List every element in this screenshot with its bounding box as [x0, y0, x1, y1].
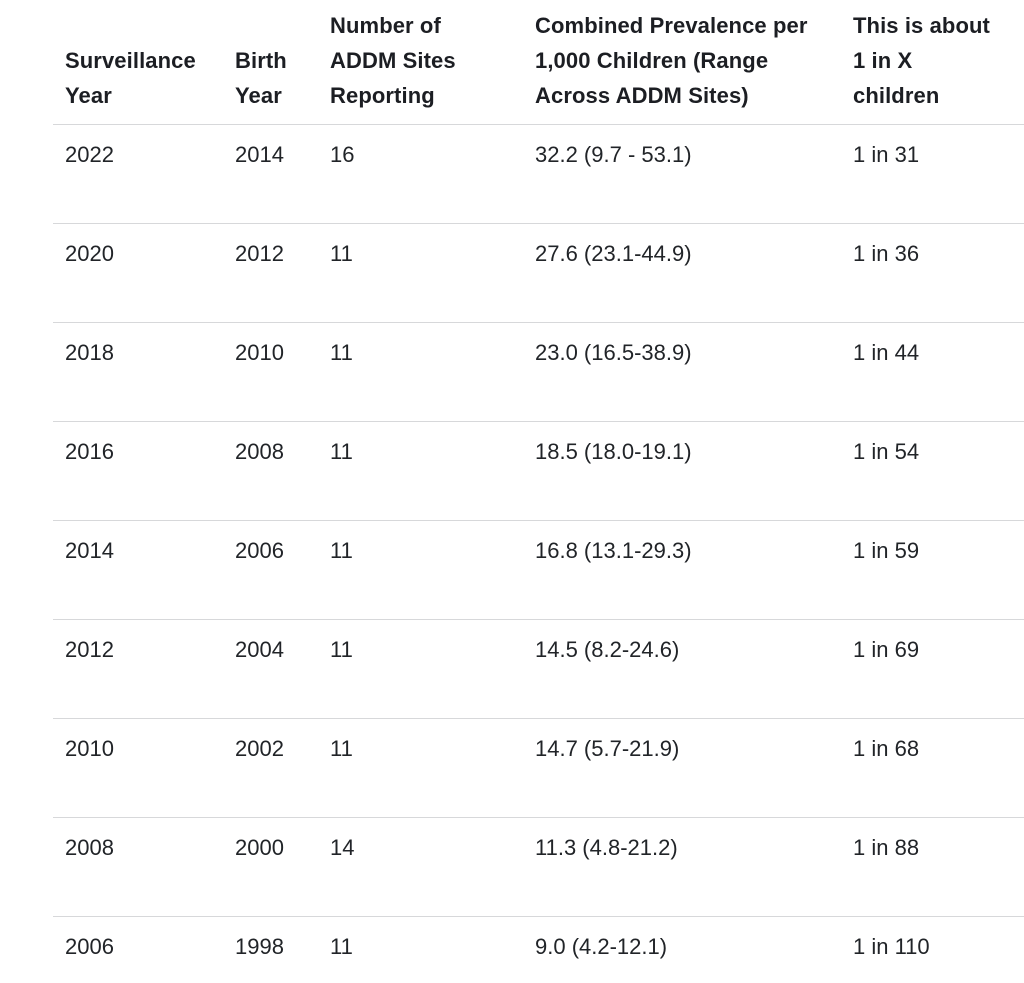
cell-combined-prevalence: 27.6 (23.1-44.9): [523, 223, 841, 323]
cell-surveillance-year: 2006: [53, 916, 223, 983]
cell-one-in-x: 1 in 44: [841, 322, 1024, 422]
cell-surveillance-year: 2014: [53, 520, 223, 620]
cell-sites-reporting: 11: [318, 916, 523, 983]
table-row: 2018 2010 11 23.0 (16.5-38.9) 1 in 44: [53, 322, 1024, 422]
column-header-combined-prevalence: Combined Prevalence per 1,000 Children (…: [523, 0, 841, 125]
cell-surveillance-year: 2022: [53, 124, 223, 224]
cell-one-in-x: 1 in 59: [841, 520, 1024, 620]
cell-combined-prevalence: 14.5 (8.2-24.6): [523, 619, 841, 719]
table-row: 2008 2000 14 11.3 (4.8-21.2) 1 in 88: [53, 817, 1024, 917]
cell-surveillance-year: 2020: [53, 223, 223, 323]
column-header-one-in-x: This is about 1 in X children: [841, 0, 1024, 125]
cell-surveillance-year: 2008: [53, 817, 223, 917]
column-header-sites-reporting: Number of ADDM Sites Reporting: [318, 0, 523, 125]
cell-sites-reporting: 14: [318, 817, 523, 917]
cell-combined-prevalence: 14.7 (5.7-21.9): [523, 718, 841, 818]
cell-one-in-x: 1 in 69: [841, 619, 1024, 719]
cell-combined-prevalence: 11.3 (4.8-21.2): [523, 817, 841, 917]
cell-birth-year: 2010: [223, 322, 318, 422]
cell-combined-prevalence: 32.2 (9.7 - 53.1): [523, 124, 841, 224]
cell-one-in-x: 1 in 68: [841, 718, 1024, 818]
cell-one-in-x: 1 in 54: [841, 421, 1024, 521]
cell-birth-year: 2014: [223, 124, 318, 224]
cell-sites-reporting: 11: [318, 619, 523, 719]
table-row: 2014 2006 11 16.8 (13.1-29.3) 1 in 59: [53, 520, 1024, 620]
cell-birth-year: 2006: [223, 520, 318, 620]
cell-sites-reporting: 11: [318, 322, 523, 422]
cell-sites-reporting: 11: [318, 718, 523, 818]
table-row: 2010 2002 11 14.7 (5.7-21.9) 1 in 68: [53, 718, 1024, 818]
cell-one-in-x: 1 in 110: [841, 916, 1024, 983]
cell-birth-year: 2000: [223, 817, 318, 917]
cell-birth-year: 1998: [223, 916, 318, 983]
cell-birth-year: 2002: [223, 718, 318, 818]
table-row: 2016 2008 11 18.5 (18.0-19.1) 1 in 54: [53, 421, 1024, 521]
table-row: 2022 2014 16 32.2 (9.7 - 53.1) 1 in 31: [53, 124, 1024, 224]
cell-surveillance-year: 2016: [53, 421, 223, 521]
cell-sites-reporting: 16: [318, 124, 523, 224]
header-row: Surveillance Year Birth Year Number of A…: [53, 0, 1024, 125]
cell-surveillance-year: 2010: [53, 718, 223, 818]
table-row: 2020 2012 11 27.6 (23.1-44.9) 1 in 36: [53, 223, 1024, 323]
cell-one-in-x: 1 in 88: [841, 817, 1024, 917]
cell-combined-prevalence: 18.5 (18.0-19.1): [523, 421, 841, 521]
cell-birth-year: 2012: [223, 223, 318, 323]
cell-sites-reporting: 11: [318, 421, 523, 521]
column-header-birth-year: Birth Year: [223, 0, 318, 125]
cell-birth-year: 2004: [223, 619, 318, 719]
table-row: 2006 1998 11 9.0 (4.2-12.1) 1 in 110: [53, 916, 1024, 983]
cell-surveillance-year: 2012: [53, 619, 223, 719]
cell-one-in-x: 1 in 36: [841, 223, 1024, 323]
column-header-surveillance-year: Surveillance Year: [53, 0, 223, 125]
cell-sites-reporting: 11: [318, 520, 523, 620]
table-row: 2012 2004 11 14.5 (8.2-24.6) 1 in 69: [53, 619, 1024, 719]
cell-sites-reporting: 11: [318, 223, 523, 323]
cell-surveillance-year: 2018: [53, 322, 223, 422]
cell-combined-prevalence: 16.8 (13.1-29.3): [523, 520, 841, 620]
cell-one-in-x: 1 in 31: [841, 124, 1024, 224]
cell-combined-prevalence: 23.0 (16.5-38.9): [523, 322, 841, 422]
cell-birth-year: 2008: [223, 421, 318, 521]
cell-combined-prevalence: 9.0 (4.2-12.1): [523, 916, 841, 983]
addm-prevalence-table: Surveillance Year Birth Year Number of A…: [53, 0, 1024, 983]
